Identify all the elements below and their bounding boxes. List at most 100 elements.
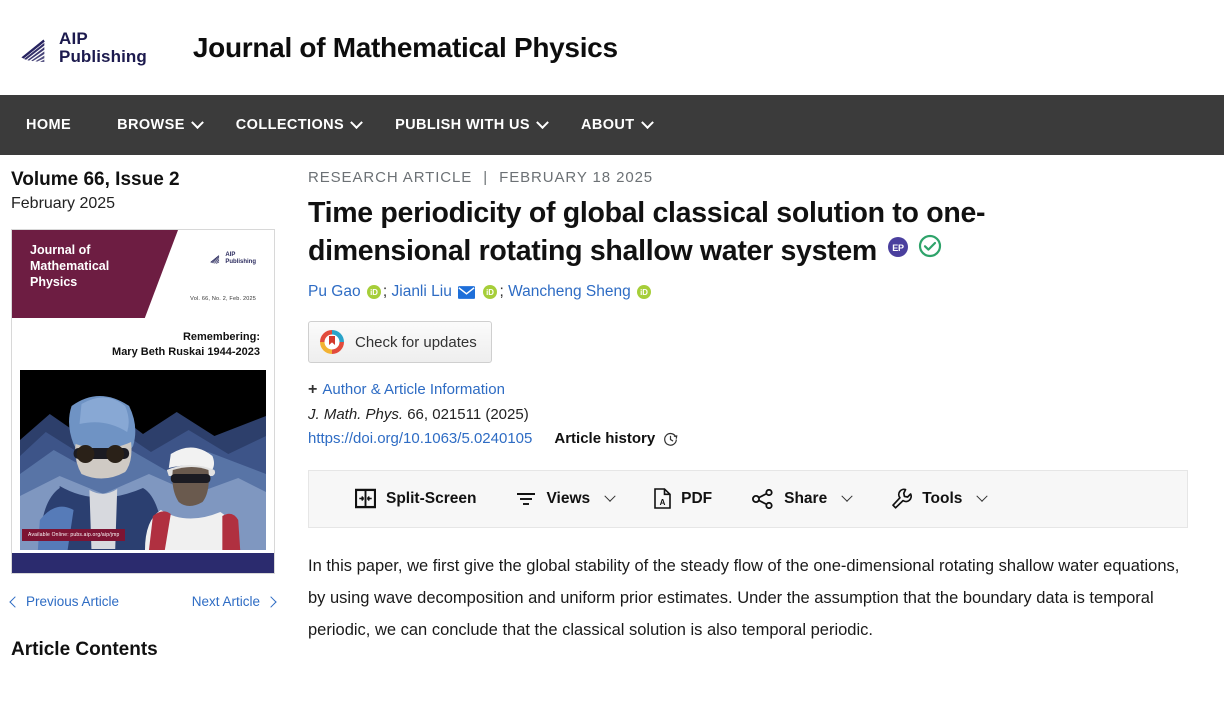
author-name[interactable]: Pu Gao (308, 282, 361, 300)
nav-item-label: ABOUT (580, 117, 635, 133)
author-article-information-toggle[interactable]: + Author & Article Information (308, 377, 1204, 403)
kicker-separator: | (483, 169, 489, 186)
orcid-id-icon: iD (366, 284, 381, 299)
envelope-icon (458, 286, 476, 299)
svg-text:iD: iD (370, 288, 378, 297)
nav-item-label: BROWSE (117, 117, 185, 133)
share-button[interactable]: Share (732, 488, 871, 509)
issue-cover-image[interactable]: Journal of Mathematical Physics AIP (11, 229, 275, 574)
check-circle-icon (919, 235, 942, 258)
orcid-id-icon: iD (483, 284, 498, 299)
masthead: AIP Publishing Journal of Mathematical P… (0, 0, 1224, 95)
article-kicker: RESEARCH ARTICLE | FEBRUARY 18 2025 (308, 169, 1204, 186)
article-pagination: Previous Article Next Article (9, 594, 277, 609)
nav-item-home[interactable]: HOME (26, 117, 89, 133)
wrench-icon (892, 488, 913, 509)
doi-row: https://doi.org/10.1063/5.0240105 Articl… (308, 427, 1204, 451)
svg-text:iD: iD (640, 288, 648, 297)
split-screen-label: Split-Screen (386, 489, 477, 507)
article-toolbar: Split-Screen Views A PDF (308, 469, 1188, 528)
doi-link[interactable]: https://doi.org/10.1063/5.0240105 (308, 430, 533, 448)
author-separator: ; (499, 282, 504, 300)
check-for-updates-label: Check for updates (355, 333, 477, 351)
citation-journal-abbrev: J. Math. Phys. (308, 406, 404, 424)
aip-fan-logo-icon (21, 39, 45, 62)
article-publication-date: FEBRUARY 18 2025 (499, 169, 654, 186)
chevron-down-icon (841, 490, 853, 502)
check-for-updates-button[interactable]: Check for updates (308, 321, 492, 364)
previous-article-label: Previous Article (26, 594, 120, 609)
page-body: Volume 66, Issue 2 February 2025 Journal… (0, 155, 1224, 661)
next-article-label: Next Article (191, 594, 260, 609)
nav-item-label: COLLECTIONS (235, 117, 345, 133)
aip-wordmark-line1: AIP (59, 29, 88, 49)
nav-item-publish-with-us[interactable]: PUBLISH WITH US (395, 115, 565, 133)
citation-line: J. Math. Phys. 66, 021511 (2025) (308, 403, 1204, 427)
chevron-down-icon (640, 115, 654, 129)
aip-wordmark: AIP Publishing (59, 30, 147, 65)
share-label: Share (784, 489, 828, 507)
cover-title-line3: Physics (30, 275, 78, 289)
svg-text:A: A (660, 498, 666, 507)
orcid-icon[interactable]: iD (483, 282, 498, 308)
main-navigation: HOME BROWSE COLLECTIONS PUBLISH WITH US … (0, 95, 1224, 155)
chevron-down-icon (350, 115, 363, 129)
author-name[interactable]: Jianli Liu (391, 282, 452, 300)
nav-item-browse[interactable]: BROWSE (117, 115, 220, 133)
nav-item-label: PUBLISH WITH US (395, 117, 530, 133)
views-button[interactable]: Views (496, 490, 634, 508)
author-separator: ; (382, 282, 388, 300)
previous-article-link[interactable]: Previous Article (9, 594, 120, 609)
chevron-down-icon (976, 490, 989, 502)
cover-title-line2: Mathematical (30, 259, 110, 273)
pdf-button[interactable]: A PDF (634, 488, 732, 510)
cover-title-line1: Journal of (30, 243, 91, 257)
issue-volume-heading: Volume 66, Issue 2 (11, 169, 180, 190)
pdf-label: PDF (681, 489, 713, 507)
cover-memorial-text: Remembering: Mary Beth Ruskai 1944-2023 (112, 330, 260, 360)
author-name[interactable]: Wancheng Sheng (508, 282, 631, 300)
nav-item-label: HOME (26, 117, 72, 133)
aip-wordmark-line2: Publishing (59, 46, 147, 66)
nav-item-collections[interactable]: COLLECTIONS (235, 115, 379, 133)
editors-pick-icon: EP (887, 237, 908, 258)
chevron-down-icon (604, 490, 616, 502)
article-contents-heading: Article Contents (11, 639, 158, 660)
orcid-id-icon: iD (637, 284, 652, 299)
orcid-icon[interactable]: iD (637, 282, 652, 308)
cover-aip-wordmark: AIP Publishing (225, 252, 256, 265)
cover-artwork (20, 370, 266, 550)
issue-date: February 2025 (11, 195, 116, 212)
share-icon (752, 488, 773, 509)
plus-icon: + (308, 381, 318, 399)
aip-publishing-logo[interactable]: AIP Publishing (18, 30, 147, 65)
article-title-text: Time periodicity of global classical sol… (308, 197, 986, 268)
article-type-label: RESEARCH ARTICLE (308, 169, 473, 186)
sidebar: Volume 66, Issue 2 February 2025 Journal… (0, 169, 300, 661)
journal-title[interactable]: Journal of Mathematical Physics (192, 31, 618, 63)
cover-artwork-illustration (20, 370, 266, 550)
aip-fan-logo-icon (210, 255, 220, 264)
cover-aip-line1: AIP (225, 252, 236, 259)
main-content: RESEARCH ARTICLE | FEBRUARY 18 2025 Time… (300, 169, 1224, 661)
svg-text:EP: EP (892, 243, 904, 253)
split-screen-icon (355, 489, 376, 509)
editors-pick-badge[interactable]: EP (887, 231, 909, 267)
nav-item-about[interactable]: ABOUT (580, 115, 670, 133)
next-article-link[interactable]: Next Article (191, 594, 277, 609)
cover-aip-logo: AIP Publishing (209, 252, 256, 265)
chevron-down-icon (190, 115, 204, 129)
orcid-icon[interactable]: iD (366, 282, 381, 308)
split-screen-button[interactable]: Split-Screen (309, 488, 496, 509)
citation-details: 66, 021511 (2025) (403, 406, 529, 424)
history-clock-icon (664, 433, 678, 446)
article-history-label: Article history (554, 430, 656, 448)
article-history-toggle[interactable]: Article history (554, 427, 678, 451)
email-author-icon[interactable] (458, 282, 476, 308)
tools-button[interactable]: Tools (871, 488, 1006, 510)
open-access-check-badge[interactable] (918, 231, 942, 267)
pdf-icon: A (654, 488, 671, 510)
chevron-right-icon (265, 595, 277, 608)
cover-aip-line2: Publishing (225, 258, 256, 265)
article-abstract: In this paper, we first give the global … (308, 556, 1180, 640)
